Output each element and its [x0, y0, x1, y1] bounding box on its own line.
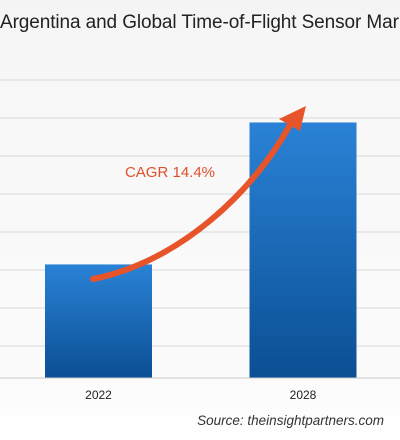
cagr-arrow-curve — [90, 120, 294, 282]
bar-2022 — [45, 264, 152, 378]
cagr-arrow-head — [279, 106, 306, 131]
x-tick-label: 2028 — [290, 388, 317, 402]
x-tick-labels: 2022 2028 — [85, 388, 317, 402]
chart-title: Argentina and Global Time-of-Flight Sens… — [0, 12, 400, 33]
source-note: Source: theinsightpartners.com — [197, 413, 384, 428]
bars — [45, 122, 357, 378]
cagr-arrow — [90, 106, 306, 282]
x-tick-label: 2022 — [85, 388, 112, 402]
cagr-label: CAGR 14.4% — [125, 164, 215, 181]
